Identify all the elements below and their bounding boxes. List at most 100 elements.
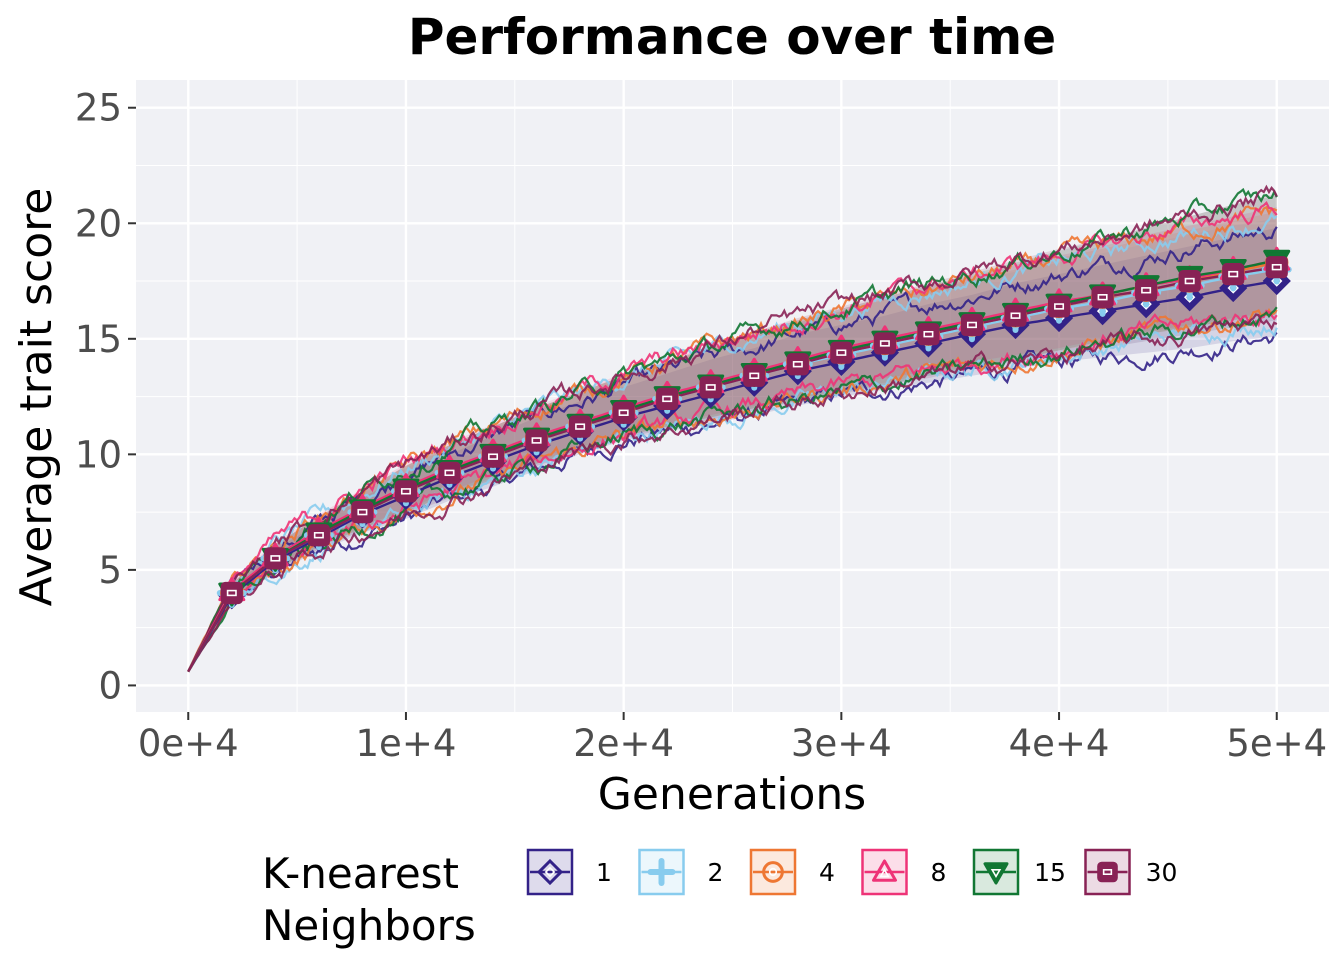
data-point-30 bbox=[917, 323, 940, 346]
marker-triangle-down bbox=[983, 862, 1009, 885]
legend-label: 15 bbox=[1034, 858, 1066, 887]
marker-inner bbox=[1183, 291, 1196, 303]
marker-inner bbox=[1097, 294, 1108, 301]
marker-inner bbox=[662, 395, 673, 403]
marker-square bbox=[1097, 861, 1118, 883]
y-tick-label: 15 bbox=[75, 318, 122, 361]
marker-square bbox=[830, 341, 853, 364]
replicate-line-8 bbox=[187, 309, 1278, 673]
marker-square bbox=[264, 547, 287, 570]
marker-inner bbox=[879, 868, 890, 878]
marker-square bbox=[481, 445, 505, 468]
marker-inner bbox=[1271, 275, 1283, 287]
data-point-30 bbox=[1178, 269, 1201, 293]
replicate-line-30 bbox=[187, 313, 1278, 673]
marker-inner bbox=[575, 423, 586, 430]
marker-inner bbox=[1227, 282, 1239, 294]
data-point-30 bbox=[307, 524, 330, 547]
data-point-30 bbox=[264, 547, 287, 570]
marker-square bbox=[699, 376, 722, 399]
marker-square bbox=[743, 364, 766, 387]
x-tick-label: 1e+4 bbox=[356, 722, 457, 765]
data-point-30 bbox=[612, 401, 635, 424]
marker-square bbox=[1047, 295, 1071, 318]
legend-title-line: K-nearest bbox=[262, 849, 459, 898]
marker-square bbox=[1004, 304, 1027, 327]
marker-inner bbox=[1054, 303, 1065, 310]
y-tick-label: 10 bbox=[75, 433, 122, 476]
data-point-30 bbox=[960, 313, 984, 337]
legend-item-1: 1 bbox=[526, 848, 612, 896]
legend-label: 8 bbox=[931, 858, 947, 887]
marker-square bbox=[220, 581, 243, 605]
marker-inner bbox=[444, 469, 455, 477]
data-point-30 bbox=[1047, 295, 1071, 318]
marker-triangle bbox=[872, 859, 897, 882]
data-point-30 bbox=[743, 364, 766, 387]
data-point-30 bbox=[394, 480, 418, 503]
series-points-30 bbox=[220, 256, 1288, 605]
legend-title-line: Neighbors bbox=[262, 901, 476, 950]
marker-inner bbox=[313, 532, 324, 539]
marker-inner bbox=[226, 589, 237, 597]
marker-inner bbox=[923, 330, 934, 338]
marker-inner bbox=[705, 384, 716, 391]
marker-square bbox=[656, 387, 679, 410]
y-tick-label: 25 bbox=[75, 87, 122, 130]
marker-inner bbox=[357, 508, 368, 516]
data-point-30 bbox=[699, 376, 722, 399]
marker-inner bbox=[1102, 868, 1113, 875]
legend-title: K-nearest Neighbors bbox=[262, 849, 476, 950]
marker-square bbox=[960, 313, 984, 337]
data-point-30 bbox=[1091, 286, 1114, 309]
marker-inner bbox=[1271, 263, 1282, 271]
marker-square bbox=[1265, 256, 1288, 279]
marker-square bbox=[917, 323, 940, 346]
data-point-30 bbox=[873, 332, 896, 355]
band-2 bbox=[188, 218, 1277, 672]
replicate-line-15 bbox=[187, 306, 1278, 673]
marker-inner bbox=[836, 349, 847, 356]
marker-inner bbox=[488, 453, 499, 460]
marker-inner bbox=[1010, 312, 1021, 319]
marker-inner bbox=[966, 321, 977, 329]
marker-square bbox=[1178, 269, 1201, 293]
marker-square bbox=[351, 501, 374, 524]
legend-label: 2 bbox=[708, 858, 724, 887]
marker-inner bbox=[531, 437, 542, 444]
marker-inner bbox=[270, 555, 281, 562]
marker-inner bbox=[1228, 270, 1239, 278]
marker-inner bbox=[792, 361, 803, 368]
marker-inner bbox=[618, 409, 629, 416]
marker-square bbox=[394, 480, 418, 503]
x-tick-label: 4e+4 bbox=[1009, 722, 1110, 765]
x-tick-label: 3e+4 bbox=[791, 722, 892, 765]
y-tick-label: 0 bbox=[98, 664, 122, 707]
series-markers bbox=[216, 246, 1292, 610]
y-tick-label: 20 bbox=[75, 202, 122, 245]
marker-square bbox=[1091, 286, 1114, 309]
marker-inner bbox=[1141, 287, 1152, 294]
legend-item-2: 2 bbox=[638, 848, 724, 896]
x-tick-label: 2e+4 bbox=[573, 722, 674, 765]
data-point-30 bbox=[351, 501, 374, 524]
data-point-30 bbox=[830, 341, 853, 364]
data-point-30 bbox=[481, 445, 505, 468]
replicate-line-2 bbox=[187, 212, 1278, 673]
marker-inner bbox=[400, 488, 411, 495]
y-tick-label: 5 bbox=[98, 549, 122, 592]
data-point-30 bbox=[1004, 304, 1027, 327]
x-axis-title: Generations bbox=[598, 769, 866, 820]
y-axis-title: Average trait score bbox=[11, 188, 62, 607]
marker-square bbox=[569, 415, 592, 438]
marker-inner bbox=[879, 340, 890, 347]
legend-item-30: 30 bbox=[1084, 848, 1178, 896]
axes: 0 5 10 15 20 25 0e+4 1e+4 2e+4 3e+4 4e+4 5e+4 bbox=[75, 87, 1327, 765]
marker-square bbox=[307, 524, 330, 547]
marker-inner bbox=[1184, 277, 1195, 285]
x-tick-label: 5e+4 bbox=[1226, 722, 1327, 765]
legend-label: 30 bbox=[1146, 858, 1178, 887]
marker-square bbox=[438, 461, 461, 484]
replicate-line-2 bbox=[187, 322, 1278, 673]
